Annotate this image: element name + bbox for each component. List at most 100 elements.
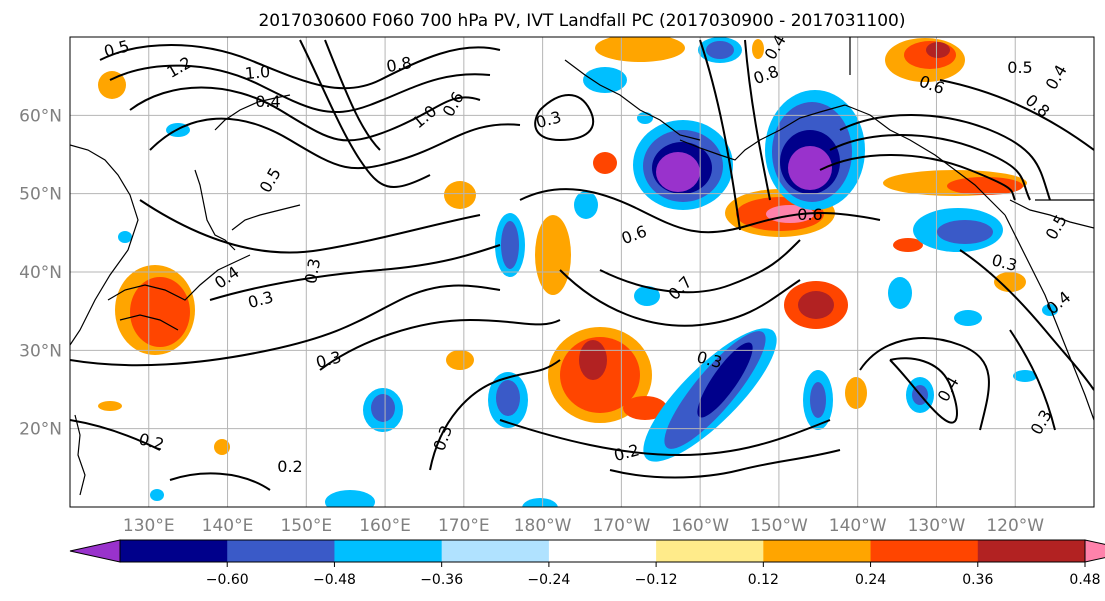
colorbar-extend-max bbox=[1084, 539, 1105, 563]
colorbar-tick-label: −0.60 bbox=[206, 572, 249, 588]
longitude-label: 170°E bbox=[438, 516, 490, 536]
pv-contour bbox=[70, 284, 501, 367]
coastline bbox=[1004, 214, 1094, 421]
latitude-label: 20°N bbox=[19, 420, 62, 440]
positive-anomaly bbox=[444, 181, 476, 209]
positive-anomaly bbox=[623, 396, 667, 420]
pv-contour bbox=[534, 94, 595, 142]
pv-contour bbox=[299, 39, 431, 188]
pv-contour bbox=[599, 239, 801, 294]
latitude-label: 40°N bbox=[19, 263, 62, 283]
positive-anomaly bbox=[535, 215, 571, 295]
positive-anomaly bbox=[593, 152, 617, 174]
pv-contour bbox=[819, 154, 1016, 201]
pv-contour bbox=[889, 357, 958, 424]
pv-contour bbox=[699, 39, 741, 231]
positive-anomaly bbox=[752, 39, 764, 59]
pv-contour bbox=[324, 39, 381, 151]
colorbar-swatch bbox=[548, 540, 657, 562]
pv-contour bbox=[99, 44, 501, 90]
negative-anomaly bbox=[501, 221, 519, 269]
colorbar-swatch bbox=[763, 540, 872, 562]
negative-anomaly bbox=[656, 152, 700, 192]
map-title: 2017030600 F060 700 hPa PV, IVT Landfall… bbox=[258, 11, 905, 31]
negative-anomaly bbox=[706, 41, 734, 59]
negative-anomaly bbox=[888, 277, 912, 309]
colorbar-tick-label: −0.36 bbox=[420, 572, 463, 588]
pv-contour-label: 0.5 bbox=[1007, 58, 1032, 77]
negative-anomaly bbox=[1042, 304, 1058, 316]
negative-anomaly bbox=[788, 146, 832, 190]
longitude-label: 130°W bbox=[908, 516, 966, 536]
colorbar-tick-label: 0.12 bbox=[748, 572, 779, 588]
negative-anomaly bbox=[954, 310, 982, 326]
positive-anomaly bbox=[994, 272, 1026, 292]
negative-anomaly bbox=[496, 380, 520, 416]
colorbar-swatch bbox=[870, 540, 979, 562]
colorbar-tick-label: 0.36 bbox=[962, 572, 993, 588]
pv-contour bbox=[609, 449, 841, 479]
coastline bbox=[214, 94, 291, 131]
negative-anomaly bbox=[522, 498, 558, 507]
coastline bbox=[70, 144, 139, 346]
colorbar-swatch bbox=[441, 540, 550, 562]
colorbar-outline bbox=[119, 539, 1086, 563]
pv-contour bbox=[109, 64, 491, 113]
map-panel: 0.51.2 1.00.40.80.50.60.40.30.30.30.30.20… bbox=[69, 31, 1095, 508]
positive-anomaly bbox=[98, 71, 126, 99]
negative-anomaly bbox=[325, 490, 375, 507]
pv-contour bbox=[959, 249, 1094, 391]
positive-anomaly bbox=[893, 238, 923, 252]
colorbar-tick-label: −0.24 bbox=[527, 572, 570, 588]
pv-contour bbox=[859, 337, 990, 431]
pv-contour bbox=[744, 39, 771, 201]
longitude-label: 130°E bbox=[123, 516, 175, 536]
positive-anomaly bbox=[798, 291, 834, 319]
colorbar: −0.60 −0.48 −0.36 −0.24 −0.12 0.12 0.24 0.36 0.4… bbox=[69, 539, 1105, 588]
negative-anomaly bbox=[697, 342, 753, 418]
negative-anomaly bbox=[1013, 370, 1037, 382]
negative-anomaly bbox=[937, 220, 993, 244]
coastlines bbox=[70, 37, 1094, 496]
longitude-label: 160°W bbox=[671, 516, 729, 536]
pv-contour bbox=[139, 199, 481, 254]
negative-anomaly bbox=[150, 489, 164, 501]
coastline bbox=[119, 314, 179, 331]
pv-contour bbox=[559, 269, 801, 327]
pv-contour bbox=[519, 188, 881, 234]
negative-anomaly bbox=[371, 394, 395, 422]
pv-contour bbox=[209, 244, 501, 301]
pv-contour bbox=[129, 86, 481, 142]
longitude-label: 120°W bbox=[986, 516, 1044, 536]
coastline bbox=[679, 104, 846, 161]
negative-anomaly bbox=[583, 67, 627, 93]
pv-contour bbox=[169, 472, 271, 491]
longitude-labels: 130°E 140°E 150°E 160°E 170°E 180°W 170°W 160°W… bbox=[123, 516, 1044, 536]
latitude-labels: 60°N 50°N 40°N 30°N 20°N bbox=[19, 106, 62, 439]
negative-anomaly bbox=[634, 286, 660, 306]
longitude-label: 160°E bbox=[359, 516, 411, 536]
colorbar-swatch bbox=[334, 540, 443, 562]
colorbar-tick-label: 0.24 bbox=[855, 572, 886, 588]
colorbar-swatch bbox=[227, 540, 335, 562]
longitude-label: 170°W bbox=[593, 516, 651, 536]
pv-contour-label: 0.4 bbox=[255, 92, 280, 111]
negative-anomaly bbox=[118, 231, 132, 243]
pv-contour-label: 0.2 bbox=[277, 457, 302, 476]
latitude-label: 60°N bbox=[19, 106, 62, 126]
positive-anomaly bbox=[98, 401, 122, 411]
pv-contour bbox=[829, 134, 1031, 201]
positive-anomaly bbox=[214, 439, 230, 455]
pv-contour bbox=[839, 114, 1051, 201]
positive-anomaly bbox=[926, 42, 950, 58]
negative-anomaly bbox=[810, 382, 826, 418]
pv-contour bbox=[499, 419, 831, 457]
coastline bbox=[194, 169, 236, 251]
pv-contour-label: 0.3 bbox=[301, 257, 324, 285]
positive-anomaly bbox=[446, 350, 474, 370]
map-frame bbox=[69, 36, 1095, 508]
longitude-label: 140°W bbox=[829, 516, 887, 536]
positive-anomaly bbox=[845, 377, 867, 409]
longitude-label: 180°W bbox=[514, 516, 572, 536]
